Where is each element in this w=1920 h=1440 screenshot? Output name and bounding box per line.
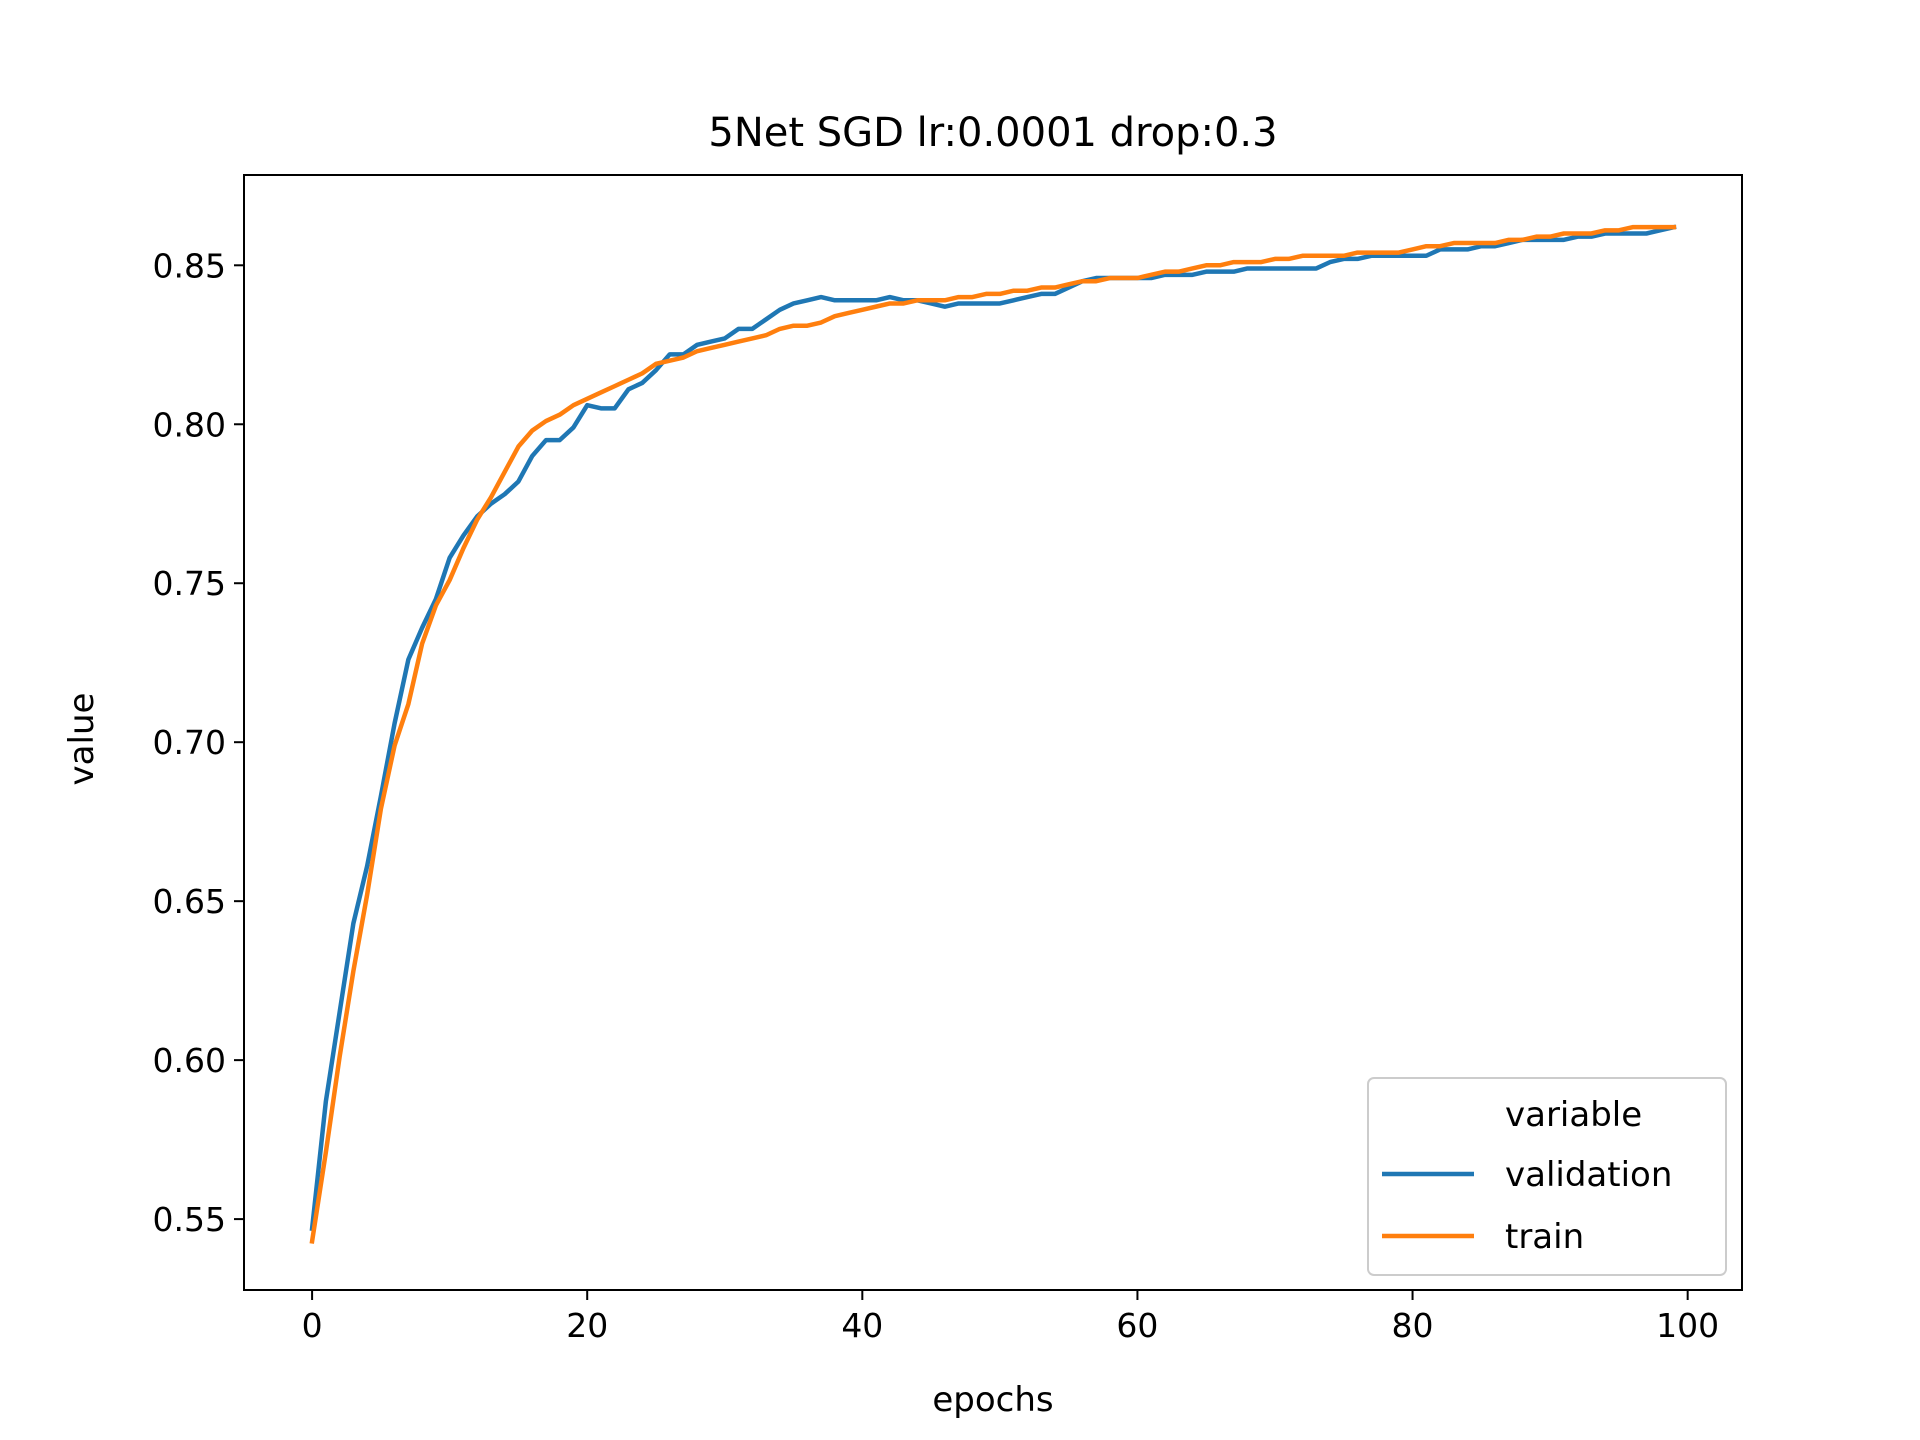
x-tick-label: 0 <box>302 1306 323 1345</box>
x-tick-label: 100 <box>1656 1306 1719 1345</box>
x-axis-ticks: 0 20 40 60 80 100 <box>302 1290 1719 1345</box>
x-tick-label: 20 <box>566 1306 608 1345</box>
chart-title: 5Net SGD lr:0.0001 drop:0.3 <box>708 110 1277 156</box>
y-tick-label: 0.55 <box>153 1200 226 1239</box>
series-line-validation <box>309 224 1677 1232</box>
y-axis-ticks: 0.55 0.60 0.65 0.70 0.75 0.80 0.85 <box>153 246 244 1239</box>
y-tick-label: 0.75 <box>153 564 226 603</box>
x-tick-label: 60 <box>1116 1306 1158 1345</box>
x-axis-label: epochs <box>932 1380 1053 1420</box>
y-axis-label: value <box>62 693 102 786</box>
legend: variable validation train <box>1367 1077 1727 1276</box>
y-tick-label: 0.60 <box>153 1041 226 1080</box>
x-tick-label: 80 <box>1392 1306 1434 1345</box>
axes-frame <box>243 174 1743 1291</box>
y-tick-label: 0.65 <box>153 882 226 921</box>
legend-title: variable <box>1505 1095 1642 1135</box>
legend-label-train: train <box>1505 1217 1584 1257</box>
x-tick-label: 40 <box>841 1306 883 1345</box>
series-line-train <box>309 224 1677 1244</box>
y-tick-label: 0.85 <box>153 246 226 285</box>
y-tick-label: 0.70 <box>153 723 226 762</box>
legend-label-validation: validation <box>1505 1155 1672 1195</box>
y-tick-label: 0.80 <box>153 405 226 444</box>
legend-frame <box>1367 1077 1727 1276</box>
